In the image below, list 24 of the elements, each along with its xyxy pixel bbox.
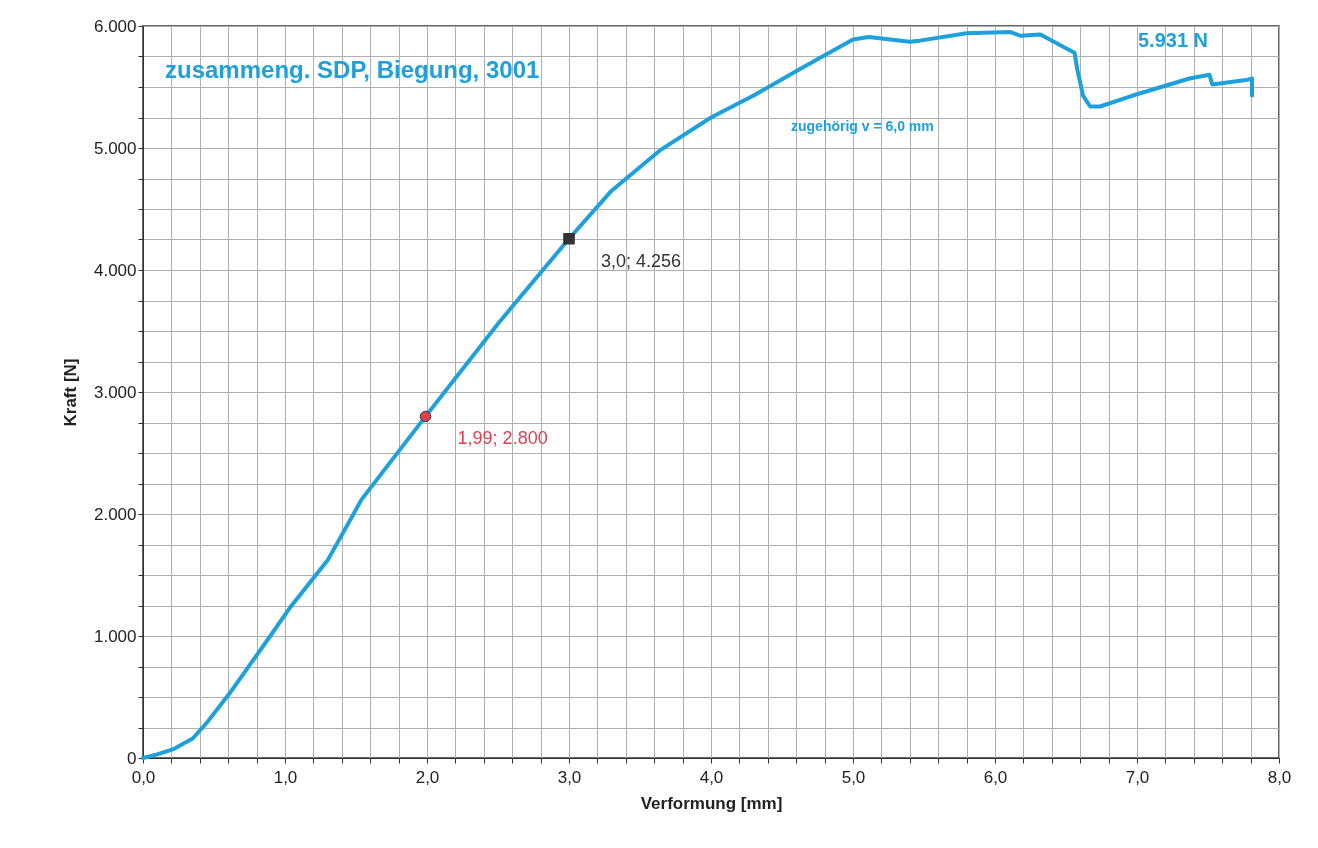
y-tick-label: 2.000 [93, 504, 137, 524]
y-tick-label: 6.000 [93, 16, 137, 36]
x-tick-label: 5,0 [841, 767, 866, 787]
y-tick-label: 5.000 [93, 138, 137, 158]
x-tick-label: 0,0 [131, 767, 156, 787]
x-tick-label: 8,0 [1267, 767, 1292, 787]
x-tick-label: 2,0 [415, 767, 440, 787]
y-tick-label: 4.000 [93, 260, 137, 280]
x-tick-label: 6,0 [983, 767, 1008, 787]
y-tick-label: 1.000 [93, 626, 137, 646]
x-tick-label: 3,0 [557, 767, 582, 787]
x-axis-title: Verformung [mm] [640, 793, 783, 813]
annotation: 5.931 N [1138, 29, 1209, 51]
data-label: 1,99; 2.800 [457, 428, 548, 449]
y-tick-label: 3.000 [93, 382, 137, 402]
line-series [141, 30, 1255, 760]
x-tick-label: 4,0 [699, 767, 724, 787]
y-tick-label: 0 [127, 748, 137, 768]
x-tick-label: 7,0 [1125, 767, 1150, 787]
data-label: 3,0; 4.256 [601, 250, 682, 271]
annotation: zugehörig v = 6,0 mm [791, 118, 934, 134]
y-axis-title: Kraft [N] [60, 358, 80, 427]
text: zusammeng. SDP, Biegung, 3001 [165, 56, 540, 83]
x-tick-label: 1,0 [273, 767, 298, 787]
